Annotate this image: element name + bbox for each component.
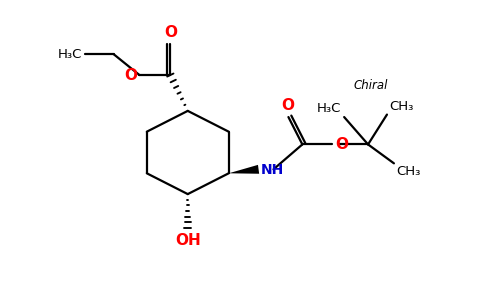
- Text: O: O: [281, 98, 294, 113]
- Text: O: O: [124, 68, 137, 82]
- Text: O: O: [335, 137, 348, 152]
- Text: O: O: [164, 25, 177, 40]
- Text: Chiral: Chiral: [353, 79, 388, 92]
- Text: H₃C: H₃C: [58, 48, 82, 61]
- Text: CH₃: CH₃: [389, 100, 413, 112]
- Text: H₃C: H₃C: [317, 102, 341, 115]
- Polygon shape: [229, 165, 259, 174]
- Text: NH: NH: [260, 163, 284, 177]
- Text: OH: OH: [175, 233, 201, 248]
- Text: CH₃: CH₃: [396, 165, 420, 178]
